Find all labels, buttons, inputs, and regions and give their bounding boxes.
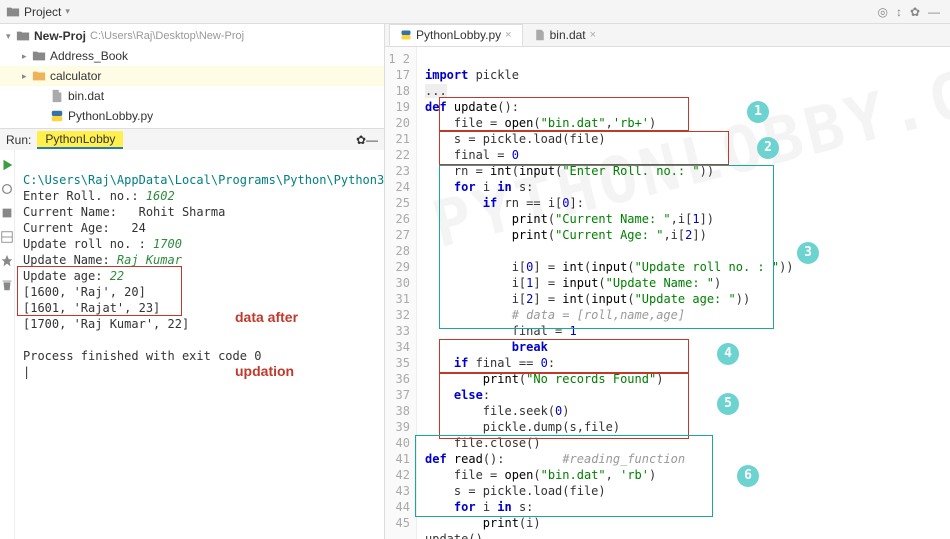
python-icon	[400, 29, 412, 41]
tree-item-pythonlobby[interactable]: PythonLobby.py	[0, 106, 384, 126]
line-number-gutter: 1 2 17 18 19 20 21 22 23 24 25 26 27 28 …	[385, 47, 417, 539]
run-gutter	[0, 150, 15, 539]
badge-6: 6	[737, 465, 759, 487]
tree-item-bin-dat[interactable]: bin.dat	[0, 86, 384, 106]
root-name: New-Proj	[34, 29, 86, 43]
debug-icon[interactable]	[0, 182, 14, 196]
annotation-box	[17, 266, 182, 316]
editor-tab-label: PythonLobby.py	[416, 28, 501, 42]
tree-item-label: calculator	[50, 69, 101, 83]
console-output: [1700, 'Raj Kumar', 22]	[23, 317, 189, 331]
stop-icon[interactable]	[0, 206, 14, 220]
badge-3: 3	[797, 242, 819, 264]
folder-icon	[6, 5, 20, 19]
play-icon[interactable]	[0, 158, 14, 172]
folder-icon	[16, 29, 30, 43]
file-icon	[534, 29, 546, 41]
run-config-name: PythonLobby	[45, 132, 115, 146]
pin-icon[interactable]	[0, 254, 14, 268]
file-icon	[50, 89, 64, 103]
close-icon[interactable]: ×	[505, 29, 511, 41]
folder-icon	[32, 69, 46, 83]
exit-message: Process finished with exit code 0	[23, 349, 261, 363]
editor-tabs: PythonLobby.py × bin.dat ×	[385, 24, 950, 47]
minimize-icon[interactable]: —	[366, 133, 378, 147]
annotation-box-2	[439, 131, 729, 165]
project-label[interactable]: Project	[24, 5, 61, 19]
gear-icon[interactable]: ✿	[356, 133, 366, 147]
annotation-text: data after updation	[235, 272, 298, 416]
expand-arrow-icon[interactable]: ▸	[22, 51, 32, 62]
expand-arrow-icon[interactable]: ▾	[6, 31, 16, 42]
run-panel-header: Run: PythonLobby ✿ —	[0, 128, 384, 150]
layout-icon[interactable]	[0, 230, 14, 244]
run-config-tab[interactable]: PythonLobby	[37, 131, 123, 149]
top-toolbar: Project ▾ ◎ ↕ ✿ —	[0, 0, 950, 24]
annotation-box-4	[439, 339, 689, 373]
run-console[interactable]: C:\Users\Raj\AppData\Local\Programs\Pyth…	[15, 150, 421, 539]
tree-item-calculator[interactable]: ▸ calculator	[0, 66, 384, 86]
editor-tab-bindat[interactable]: bin.dat ×	[523, 24, 607, 46]
code-area[interactable]: import pickle ... def update(): file = o…	[417, 47, 950, 539]
gear-icon[interactable]: ✿	[910, 5, 920, 19]
editor-tab-label: bin.dat	[550, 28, 586, 42]
root-path: C:\Users\Raj\Desktop\New-Proj	[90, 30, 244, 42]
tree-item-label: Address_Book	[50, 49, 128, 63]
trash-icon[interactable]	[0, 278, 14, 292]
tree-item-label: bin.dat	[68, 89, 104, 103]
tree-item-label: PythonLobby.py	[68, 109, 153, 123]
console-path: C:\Users\Raj\AppData\Local\Programs\Pyth…	[23, 173, 413, 187]
badge-5: 5	[717, 393, 739, 415]
target-icon[interactable]: ◎	[877, 5, 887, 19]
chevron-down-icon[interactable]: ▾	[65, 6, 70, 17]
code-editor[interactable]: PYTHONLOBBY.COM 1 2 17 18 19 20 21 22 23…	[385, 47, 950, 539]
tree-root[interactable]: ▾ New-Proj C:\Users\Raj\Desktop\New-Proj	[0, 26, 384, 46]
expand-arrow-icon[interactable]: ▸	[22, 71, 32, 82]
run-label: Run:	[6, 133, 31, 147]
project-tree: ▾ New-Proj C:\Users\Raj\Desktop\New-Proj…	[0, 24, 384, 128]
python-icon	[50, 109, 64, 123]
collapse-icon[interactable]: ↕	[896, 5, 902, 19]
badge-4: 4	[717, 343, 739, 365]
tree-item-address-book[interactable]: ▸ Address_Book	[0, 46, 384, 66]
editor-tab-pythonlobby[interactable]: PythonLobby.py ×	[389, 24, 523, 46]
badge-1: 1	[747, 101, 769, 123]
folder-icon	[32, 49, 46, 63]
minimize-icon[interactable]: —	[928, 5, 940, 19]
close-icon[interactable]: ×	[590, 29, 596, 41]
badge-2: 2	[757, 137, 779, 159]
